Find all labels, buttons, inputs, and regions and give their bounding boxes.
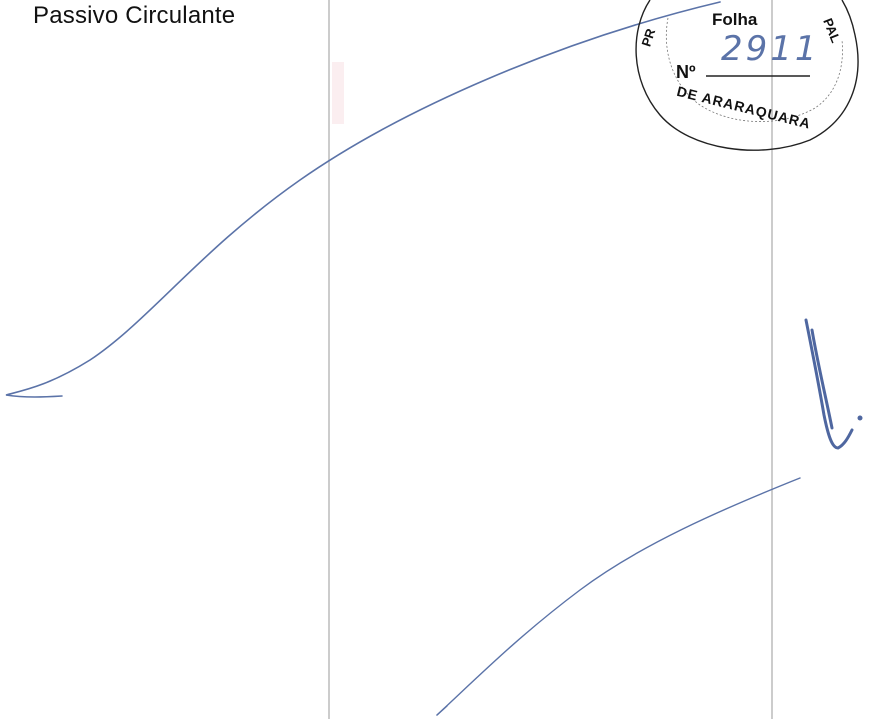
section-heading: Passivo Circulante xyxy=(33,2,236,29)
stamp-top-arc-left: PR xyxy=(638,26,658,48)
faint-highlight-mark xyxy=(332,62,344,124)
column-divider-left xyxy=(328,0,330,719)
cancellation-stroke-upper xyxy=(5,1,721,398)
cancellation-stroke-lower xyxy=(436,477,801,716)
stamp-bottom-arc-text: DE ARARAQUARA xyxy=(675,83,812,132)
stamp-top-arc-right: PAL xyxy=(820,16,843,45)
cancellation-stroke-lower-tip xyxy=(436,705,448,716)
municipal-stamp: PR PAL Folha 2911 Nº DE ARARAQUARA xyxy=(635,0,859,151)
stamp-folha-number: 2911 xyxy=(721,29,820,69)
handwritten-initial xyxy=(804,318,854,450)
stamp-numero-label: Nº xyxy=(676,62,696,82)
handwritten-dot xyxy=(857,415,863,421)
stamp-folha-label: Folha xyxy=(712,10,758,29)
column-divider-right xyxy=(771,0,773,719)
